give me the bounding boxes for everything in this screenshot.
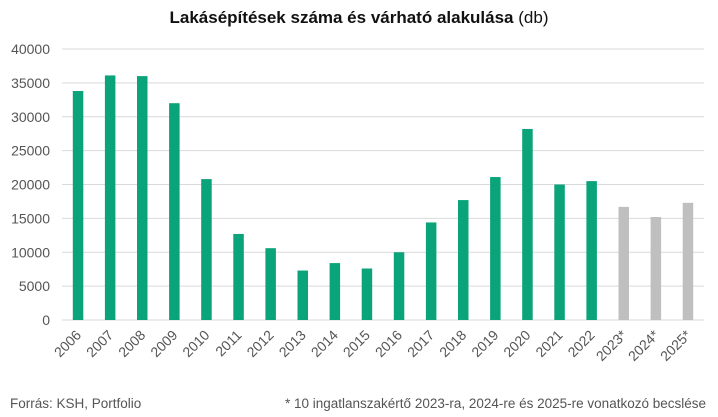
bar-2007: [104, 75, 116, 320]
chart-title-text: Lakásépítések száma és várható alakulása: [169, 8, 514, 27]
x-tick-label: 2024*: [625, 326, 663, 364]
bar-2015: [361, 268, 373, 320]
footnote: * 10 ingatlanszakértő 2023-ra, 2024-re é…: [284, 396, 706, 411]
bar-2006: [72, 91, 84, 320]
bar-2021: [554, 184, 565, 320]
y-tick-label: 5000: [19, 278, 50, 294]
bar-chart: 0 5000 10000 15000 20000 25000 30000 35000 40000…: [11, 41, 704, 364]
x-tick-label: 2016: [372, 327, 405, 360]
bar-2008: [137, 76, 148, 320]
bar-2013: [297, 270, 308, 320]
bar-2014: [329, 263, 341, 320]
x-tick-label: 2023*: [593, 326, 631, 364]
chart-title-unit: (db): [518, 8, 549, 27]
bar-2020: [522, 128, 533, 320]
x-tick-label: 2018: [436, 327, 469, 360]
x-tick-label: 2007: [83, 327, 116, 360]
x-tick-label: 2012: [243, 327, 276, 360]
grid-lines: [62, 48, 704, 321]
y-tick-label: 0: [42, 312, 50, 328]
bar-2009: [169, 103, 180, 320]
x-tick-label: 2009: [147, 327, 180, 360]
x-tick-label: 2013: [276, 327, 309, 360]
x-tick-label: 2011: [212, 327, 245, 360]
x-tick-label: 2022: [564, 327, 597, 360]
bars: [72, 75, 694, 320]
y-axis: 0 5000 10000 15000 20000 25000 30000 35000 40000: [11, 41, 50, 328]
x-tick-label: 2017: [404, 327, 437, 360]
x-tick-label: 2006: [51, 327, 84, 360]
bar-2016: [393, 252, 405, 320]
bar-2024-estimate: [650, 217, 662, 320]
bar-2011: [233, 233, 244, 320]
bar-2025-estimate: [682, 202, 694, 320]
bar-2012: [265, 248, 276, 320]
y-tick-label: 10000: [11, 244, 50, 260]
bar-2019: [490, 177, 501, 320]
x-tick-label: 2015: [340, 327, 373, 360]
x-tick-label: 2014: [308, 327, 341, 360]
bar-2018: [458, 200, 469, 320]
bar-2017: [425, 222, 437, 320]
chart-title: Lakásépítések száma és várható alakulása…: [0, 8, 718, 28]
source-note: Forrás: KSH, Portfolio: [10, 396, 142, 411]
y-tick-label: 20000: [11, 177, 50, 193]
bar-2023-estimate: [618, 206, 629, 320]
x-tick-label: 2020: [500, 327, 533, 360]
x-tick-label: 2021: [532, 327, 565, 360]
y-tick-label: 40000: [11, 41, 50, 57]
bar-2010: [201, 179, 212, 320]
y-tick-label: 30000: [11, 109, 50, 125]
y-tick-label: 25000: [11, 143, 50, 159]
bar-2022: [586, 181, 597, 320]
y-tick-label: 15000: [11, 210, 50, 226]
x-tick-label: 2008: [115, 327, 148, 360]
x-tick-label: 2010: [179, 327, 212, 360]
y-tick-label: 35000: [11, 75, 50, 91]
x-tick-label: 2025*: [657, 326, 695, 364]
x-tick-label: 2019: [468, 327, 501, 360]
